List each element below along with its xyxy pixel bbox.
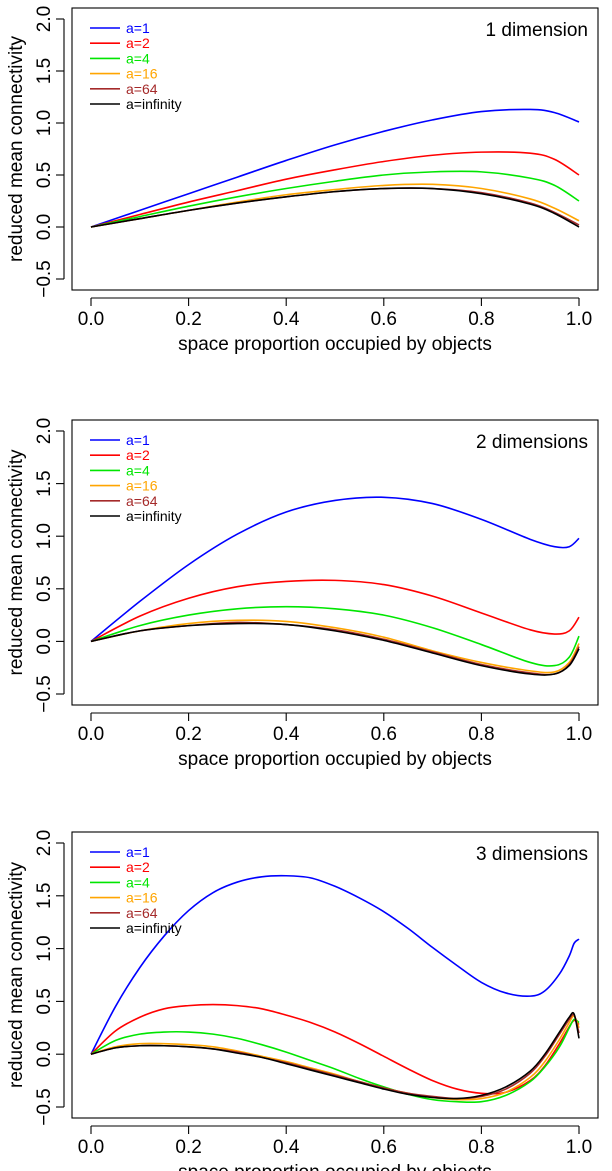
x-tick-label: 0.8 bbox=[468, 724, 494, 745]
x-tick-label: 0.4 bbox=[273, 309, 300, 330]
legend-label: a=infinity bbox=[126, 96, 182, 112]
y-tick-label: −0.5 bbox=[34, 1088, 55, 1126]
y-tick-label: 0.0 bbox=[34, 1041, 55, 1067]
series-line-a-16 bbox=[90, 619, 580, 674]
series-line-a-infinity bbox=[90, 622, 580, 676]
series-line-a-2 bbox=[90, 579, 580, 643]
x-axis-label: space proportion occupied by objects bbox=[178, 1162, 492, 1171]
x-tick-label: 0.4 bbox=[273, 724, 300, 745]
x-tick-label: 0.6 bbox=[371, 1137, 397, 1158]
y-tick-label: 0.5 bbox=[34, 988, 55, 1014]
legend-label: a=16 bbox=[126, 478, 158, 494]
y-axis-label: reduced mean connectivity bbox=[6, 449, 27, 676]
x-tick-label: 0.0 bbox=[78, 1137, 104, 1158]
y-tick-label: 0.5 bbox=[34, 162, 55, 188]
y-tick-label: 1.5 bbox=[34, 470, 55, 496]
y-tick-label: 1.0 bbox=[34, 523, 55, 549]
x-tick-label: 0.8 bbox=[468, 309, 494, 330]
x-tick-label: 0.4 bbox=[273, 1137, 300, 1158]
legend-label: a=4 bbox=[126, 874, 150, 890]
y-tick-label: 1.5 bbox=[34, 883, 55, 909]
x-tick-label: 0.8 bbox=[468, 1137, 494, 1158]
legend-label: a=2 bbox=[126, 447, 150, 463]
series-line-a-1 bbox=[90, 496, 580, 643]
series-line-a-1 bbox=[90, 108, 580, 228]
y-tick-label: 2.0 bbox=[34, 418, 55, 444]
x-tick-label: 1.0 bbox=[566, 309, 592, 330]
series-line-a-4 bbox=[90, 605, 580, 667]
x-tick-label: 0.6 bbox=[371, 724, 397, 745]
y-tick-label: −0.5 bbox=[34, 260, 55, 298]
legend-label: a=1 bbox=[126, 844, 150, 860]
x-tick-label: 1.0 bbox=[566, 724, 592, 745]
panel-title: 1 dimension bbox=[486, 20, 588, 41]
y-tick-label: 1.5 bbox=[34, 58, 55, 84]
legend-label: a=2 bbox=[126, 859, 150, 875]
legend-label: a=64 bbox=[126, 905, 158, 921]
legend-label: a=2 bbox=[126, 35, 150, 51]
panel-title: 2 dimensions bbox=[476, 432, 588, 453]
x-tick-label: 0.0 bbox=[78, 724, 104, 745]
series-group bbox=[90, 108, 580, 228]
legend-label: a=16 bbox=[126, 890, 158, 906]
legend-label: a=4 bbox=[126, 462, 150, 478]
y-axis-label: reduced mean connectivity bbox=[6, 35, 27, 262]
y-tick-label: 0.5 bbox=[34, 576, 55, 602]
legend-label: a=16 bbox=[126, 66, 158, 82]
legend-label: a=infinity bbox=[126, 508, 182, 524]
y-tick-label: 1.0 bbox=[34, 110, 55, 136]
legend-label: a=infinity bbox=[126, 920, 182, 936]
x-tick-label: 0.0 bbox=[78, 309, 104, 330]
panel-title: 3 dimensions bbox=[476, 844, 588, 865]
series-line-a-4 bbox=[90, 170, 580, 228]
series-line-a-4 bbox=[90, 1018, 580, 1104]
chart-panel-1: 0.0 0.2 0.4 0.6 0.8 1.0 space proportion occup… bbox=[6, 6, 599, 355]
y-tick-label: 1.0 bbox=[34, 935, 55, 961]
y-tick-label: 2.0 bbox=[34, 6, 55, 32]
legend-label: a=4 bbox=[126, 50, 150, 66]
series-group bbox=[90, 874, 580, 1104]
plot-frame bbox=[71, 419, 599, 706]
y-tick-label: 2.0 bbox=[34, 830, 55, 856]
plot-frame bbox=[71, 7, 599, 291]
y-tick-label: −0.5 bbox=[34, 675, 55, 713]
series-line-a-2 bbox=[90, 151, 580, 228]
x-tick-label: 0.6 bbox=[371, 309, 397, 330]
x-tick-label: 0.2 bbox=[175, 309, 201, 330]
chart-panel-2: 0.0 0.2 0.4 0.6 0.8 1.0 space proportion occup… bbox=[6, 418, 599, 770]
legend-label: a=1 bbox=[126, 432, 150, 448]
y-axis-label: reduced mean connectivity bbox=[6, 861, 27, 1088]
series-line-a-16 bbox=[90, 183, 580, 228]
legend-label: a=1 bbox=[126, 20, 150, 36]
y-tick-label: 0.0 bbox=[34, 214, 55, 240]
x-axis-label: space proportion occupied by objects bbox=[178, 749, 492, 770]
x-tick-label: 1.0 bbox=[566, 1137, 592, 1158]
plot-frame bbox=[71, 831, 599, 1119]
y-tick-label: 0.0 bbox=[34, 628, 55, 654]
x-tick-label: 0.2 bbox=[175, 1137, 201, 1158]
series-line-a-infinity bbox=[90, 187, 580, 228]
series-line-a-infinity bbox=[90, 1011, 580, 1100]
legend-label: a=64 bbox=[126, 493, 158, 509]
series-line-a-1 bbox=[90, 874, 580, 1055]
series-line-a-64 bbox=[90, 1013, 580, 1100]
series-line-a-2 bbox=[90, 1003, 580, 1095]
legend-label: a=64 bbox=[126, 81, 158, 97]
x-axis-label: space proportion occupied by objects bbox=[178, 334, 492, 355]
chart-panel-3: 0.0 0.2 0.4 0.6 0.8 1.0 space proportion occup… bbox=[6, 830, 599, 1171]
series-group bbox=[90, 496, 580, 676]
x-tick-label: 0.2 bbox=[175, 724, 201, 745]
